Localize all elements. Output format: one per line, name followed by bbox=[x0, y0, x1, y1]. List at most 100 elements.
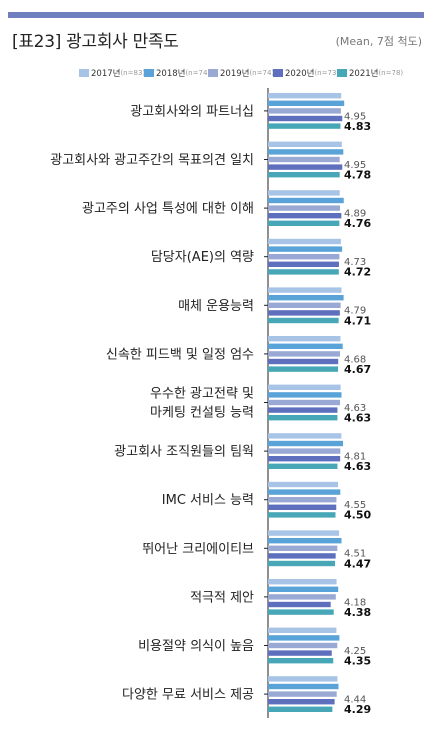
bar-2021-5 bbox=[268, 366, 339, 372]
value-label-2021: 4.67 bbox=[344, 363, 371, 376]
category-label: 광고회사와의 파트너십 bbox=[130, 104, 254, 119]
bar-2017-11 bbox=[268, 627, 337, 633]
bar-2019-2 bbox=[268, 205, 340, 211]
legend-item-2018: 2018년 (n=74) bbox=[144, 66, 210, 80]
value-label-2020: 4.63 bbox=[344, 403, 366, 414]
category-label: 우수한 광고전략 및 bbox=[150, 387, 254, 402]
value-label-2021: 4.50 bbox=[344, 509, 371, 522]
bar-2021-2 bbox=[268, 220, 340, 226]
bar-2020-7 bbox=[268, 456, 341, 462]
bar-2021-4 bbox=[268, 317, 339, 324]
bar-2020-9 bbox=[268, 553, 336, 559]
bar-2020-6 bbox=[268, 407, 338, 413]
value-label-2020: 4.95 bbox=[344, 160, 366, 171]
bar-2019-9 bbox=[268, 545, 338, 551]
bar-2017-9 bbox=[268, 530, 340, 536]
legend-swatch-2020 bbox=[273, 69, 283, 77]
bar-2018-3 bbox=[268, 246, 343, 252]
unit-label: (Mean, 7점 척도) bbox=[335, 35, 422, 48]
legend-n-2018: (n=74) bbox=[185, 69, 211, 77]
value-label-2020: 4.73 bbox=[344, 257, 366, 268]
value-label-2021: 4.63 bbox=[344, 412, 371, 425]
bar-2017-1 bbox=[268, 141, 342, 147]
bar-2021-7 bbox=[268, 463, 338, 469]
category-label: 광고회사 조직원들의 팀웍 bbox=[114, 445, 254, 460]
category-label: 적극적 제안 bbox=[190, 590, 254, 605]
bar-2019-8 bbox=[268, 497, 337, 503]
legend-swatch-2019 bbox=[208, 69, 218, 77]
bar-2019-7 bbox=[268, 448, 341, 454]
value-label-2020: 4.81 bbox=[344, 452, 366, 463]
legend-n-2017: (n=83) bbox=[120, 69, 146, 77]
bar-2019-11 bbox=[268, 642, 338, 649]
bar-2020-3 bbox=[268, 261, 339, 267]
bar-2020-5 bbox=[268, 358, 339, 365]
value-label-2021: 4.35 bbox=[344, 655, 371, 668]
bar-2019-0 bbox=[268, 108, 341, 114]
category-label: 마케팅 컨설팅 능력 bbox=[150, 406, 254, 421]
bar-2021-0 bbox=[268, 123, 341, 129]
category-label: 담당자(AE)의 역량 bbox=[151, 250, 254, 265]
value-label-2020: 4.79 bbox=[344, 306, 366, 317]
bar-2017-0 bbox=[268, 93, 342, 99]
bar-2018-5 bbox=[268, 343, 343, 349]
value-label-2021: 4.83 bbox=[344, 120, 371, 133]
bar-2021-1 bbox=[268, 172, 340, 178]
bar-2018-7 bbox=[268, 440, 343, 447]
value-label-2020: 4.55 bbox=[344, 500, 366, 511]
bar-2018-2 bbox=[268, 197, 344, 204]
bar-2017-8 bbox=[268, 481, 339, 488]
category-label: 광고주의 사업 특성에 대한 이해 bbox=[82, 202, 254, 217]
bar-2018-9 bbox=[268, 538, 342, 544]
bar-2018-10 bbox=[268, 586, 339, 592]
bar-2017-10 bbox=[268, 579, 337, 585]
value-label-2021: 4.38 bbox=[344, 606, 371, 619]
legend-year-2017: 2017년 bbox=[91, 69, 121, 79]
top-rule bbox=[8, 12, 424, 18]
bar-2019-4 bbox=[268, 302, 341, 308]
bar-2019-6 bbox=[268, 399, 340, 406]
legend-year-2020: 2020년 bbox=[285, 69, 315, 79]
bar-2019-12 bbox=[268, 691, 337, 697]
legend-year-2021: 2021년 bbox=[349, 69, 379, 79]
category-label: 다양한 무료 서비스 제공 bbox=[122, 688, 254, 703]
value-label-2021: 4.76 bbox=[344, 217, 371, 230]
value-label-2020: 4.44 bbox=[344, 695, 366, 706]
bar-2017-12 bbox=[268, 676, 338, 682]
legend-item-2021: 2021년 (n=78) bbox=[337, 66, 403, 80]
value-labels: 4.954.834.954.784.894.764.734.724.794.71… bbox=[344, 111, 371, 716]
bar-2017-7 bbox=[268, 433, 342, 439]
legend-item-2019: 2019년 (n=74) bbox=[208, 66, 274, 80]
bar-2019-10 bbox=[268, 594, 336, 600]
category-label: 뛰어난 크리에이티브 bbox=[142, 542, 254, 557]
legend: 2017년 (n=83) 2018년 (n=74) 2019년 (n=74) 2… bbox=[0, 66, 438, 80]
value-label-2020: 4.51 bbox=[344, 549, 366, 560]
bar-2017-4 bbox=[268, 287, 342, 293]
bar-2021-9 bbox=[268, 560, 336, 567]
legend-swatch-2021 bbox=[337, 69, 347, 77]
value-label-2020: 4.25 bbox=[344, 646, 366, 657]
legend-n-2019: (n=74) bbox=[249, 69, 275, 77]
legend-year-2018: 2018년 bbox=[156, 69, 186, 79]
bar-2018-11 bbox=[268, 635, 340, 641]
category-label: 매체 운용능력 bbox=[178, 299, 254, 314]
bar-2020-8 bbox=[268, 504, 337, 510]
value-label-2021: 4.47 bbox=[344, 557, 371, 570]
value-label-2021: 4.72 bbox=[344, 266, 371, 279]
bar-2021-6 bbox=[268, 415, 338, 421]
bars-layer bbox=[268, 93, 345, 712]
chart-title: [표23] 광고회사 만족도 bbox=[12, 32, 179, 52]
legend-year-2019: 2019년 bbox=[220, 69, 250, 79]
bar-2017-3 bbox=[268, 238, 341, 245]
bar-2018-12 bbox=[268, 683, 339, 690]
value-label-2020: 4.68 bbox=[344, 354, 366, 365]
bar-2017-2 bbox=[268, 190, 340, 196]
bar-2020-0 bbox=[268, 115, 343, 122]
legend-item-2020: 2020년 (n=73) bbox=[273, 66, 339, 80]
legend-n-2021: (n=78) bbox=[378, 69, 404, 77]
category-label: 비용절약 의식이 높음 bbox=[138, 639, 254, 654]
axis-layer bbox=[264, 88, 269, 718]
category-label: 신속한 피드백 및 일정 엄수 bbox=[106, 347, 254, 362]
bar-2020-4 bbox=[268, 310, 340, 316]
